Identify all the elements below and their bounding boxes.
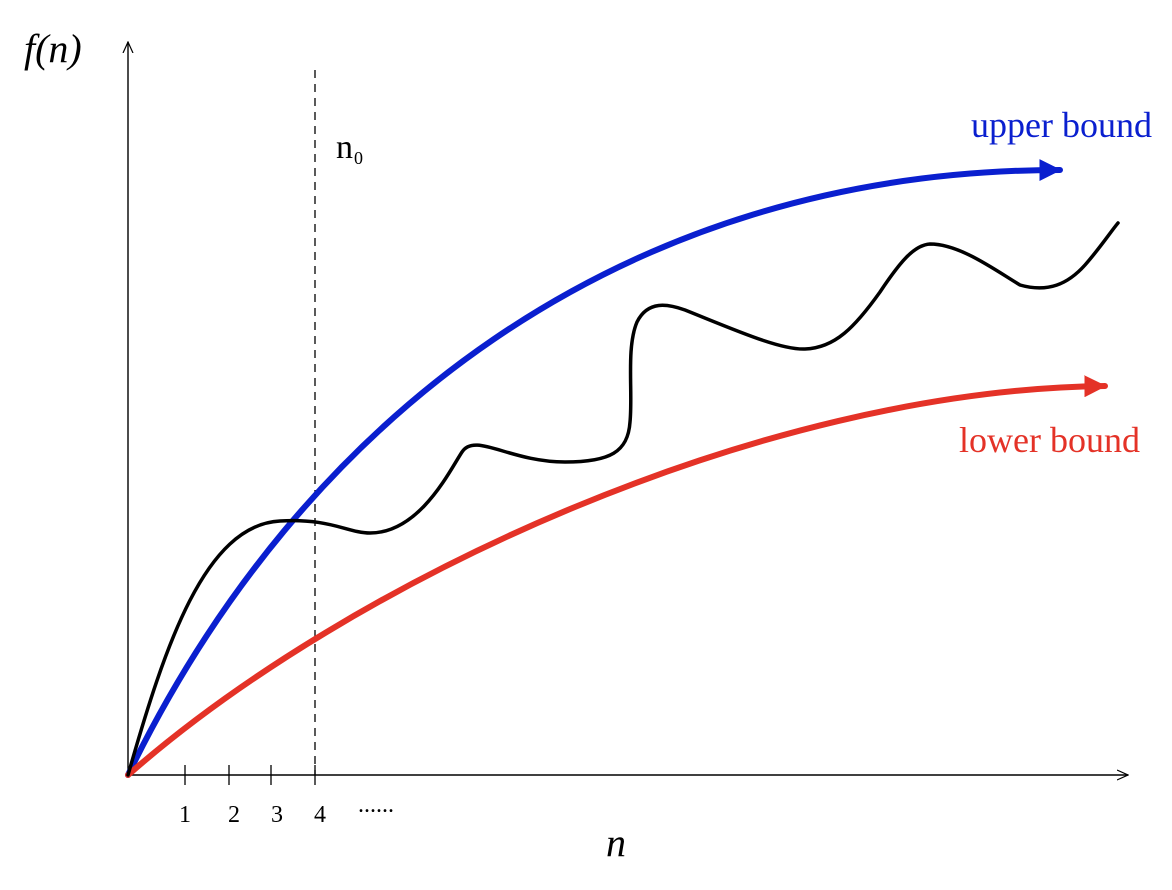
threshold-label-subscript: 0 (354, 148, 363, 168)
tick-label-3: 3 (271, 802, 283, 828)
upper-bound-label: upper bound (971, 105, 1152, 145)
lower-bound-curve (125, 375, 1108, 778)
lower-bound-label: lower bound (959, 420, 1140, 460)
tick-label-2: 2 (228, 802, 240, 828)
threshold-label-main: n (336, 129, 353, 166)
y-axis-label: f(n) (24, 26, 82, 71)
function-curve (126, 221, 1120, 777)
upper-bound-curve (125, 159, 1063, 778)
x-axis-label: n (606, 820, 626, 865)
tick-ellipsis: ...... (358, 792, 394, 818)
tick-label-4: 4 (314, 802, 326, 828)
tick-label-1: 1 (179, 802, 191, 828)
threshold-label: n0 (336, 129, 363, 168)
